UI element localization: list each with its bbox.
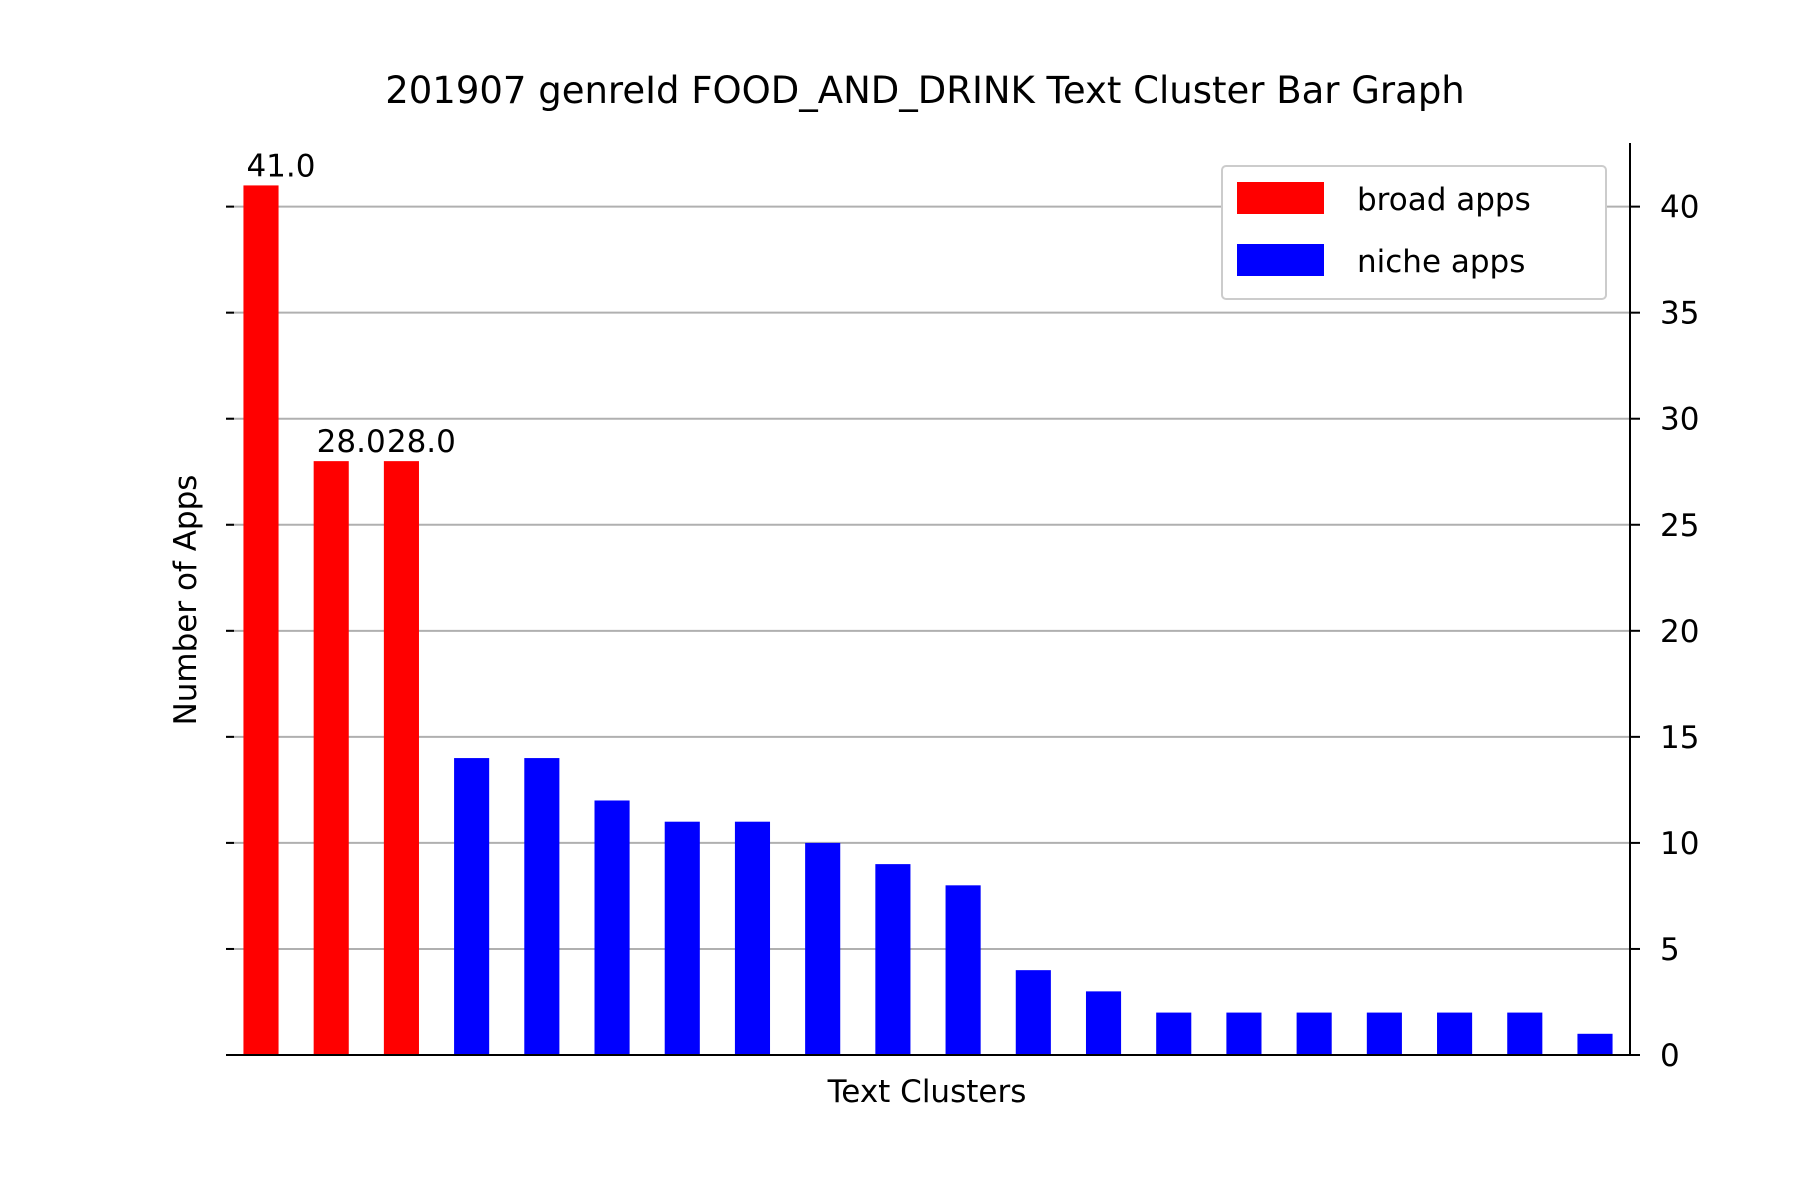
bar-7: [664, 821, 700, 1055]
bar-10: [875, 864, 911, 1055]
legend-label-niche: niche apps: [1357, 244, 1525, 280]
y-tick-label: 35: [1660, 296, 1699, 332]
bar-8: [734, 821, 771, 1055]
chart-title: 201907 genreId FOOD_AND_DRINK Text Clust…: [385, 69, 1465, 112]
y-tick-label: 20: [1660, 614, 1699, 650]
gridlines: [226, 205, 1630, 950]
bar-value-label: 41.0: [246, 148, 315, 184]
bar-6: [594, 800, 630, 1055]
bar-14: [1156, 1012, 1192, 1055]
bar-value-label: 28.0: [387, 424, 456, 460]
bar-12: [1015, 970, 1051, 1055]
bar-3: [383, 461, 419, 1055]
x-axis-label: Text Clusters: [827, 1074, 1027, 1110]
y-axis-ticks: 0 5 10 15 20 25 30 35 40: [1630, 190, 1699, 1074]
legend-swatch-broad: [1237, 182, 1324, 214]
y-tick-label: 5: [1660, 932, 1680, 968]
bar-18: [1437, 1012, 1473, 1055]
bar-2: [313, 461, 349, 1055]
y-tick-label: 30: [1660, 402, 1699, 438]
bar-15: [1226, 1012, 1262, 1055]
bar-13: [1085, 991, 1122, 1055]
bars: [243, 185, 1613, 1056]
bar-value-label: 28.0: [317, 424, 386, 460]
y-axis-label: Number of Apps: [168, 475, 204, 726]
legend-swatch-niche: [1237, 244, 1324, 276]
bar-5: [524, 758, 560, 1055]
bar-19: [1507, 1012, 1543, 1055]
bar-9: [805, 842, 841, 1055]
y-tick-label: 40: [1660, 190, 1699, 226]
y-tick-label: 10: [1660, 826, 1699, 862]
bar-16: [1296, 1012, 1332, 1055]
y-tick-label: 25: [1660, 508, 1699, 544]
bar-20: [1577, 1033, 1613, 1055]
bar-17: [1366, 1012, 1402, 1055]
bar-11: [945, 885, 981, 1055]
bar-4: [454, 758, 490, 1055]
bar-value-labels: 41.0 28.0 28.0: [246, 148, 455, 460]
bar-1: [243, 185, 279, 1056]
left-tick-marks: [226, 205, 234, 950]
y-tick-label: 15: [1660, 720, 1699, 756]
y-tick-label: 0: [1660, 1038, 1680, 1074]
legend-label-broad: broad apps: [1357, 182, 1531, 218]
legend: broad apps niche apps: [1221, 165, 1607, 300]
